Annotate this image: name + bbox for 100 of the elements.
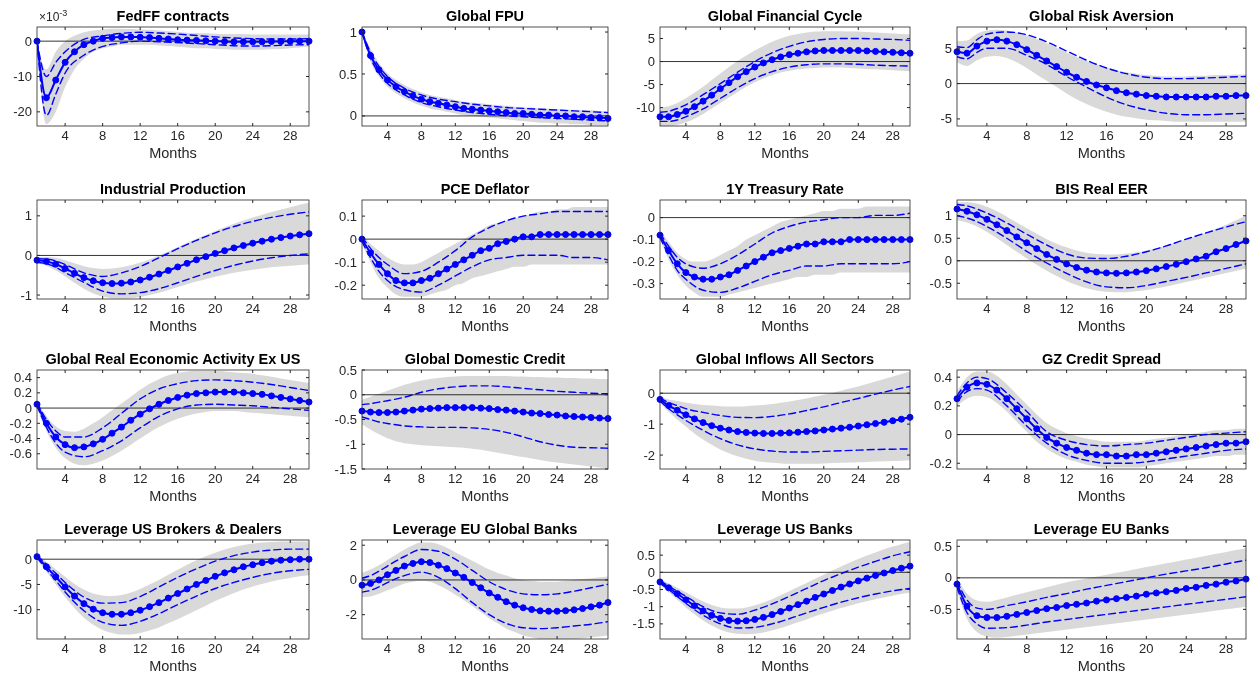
- x-tick-label: 4: [983, 471, 991, 486]
- x-tick-label: 12: [1059, 641, 1074, 656]
- x-tick-label: 16: [782, 128, 797, 143]
- x-axis-title: Months: [149, 145, 197, 161]
- chart-title: Leverage EU Banks: [1033, 521, 1170, 537]
- x-tick-label: 28: [283, 128, 298, 143]
- x-tick-label: 24: [549, 641, 565, 656]
- x-tick-label: 12: [448, 128, 463, 143]
- x-tick-label: 12: [1059, 301, 1074, 316]
- y-tick-label: -10: [636, 100, 655, 116]
- y-tick-label: 2: [349, 537, 357, 553]
- x-tick-label: 24: [245, 301, 260, 316]
- y-tick-label: 1: [24, 208, 32, 224]
- x-tick-label: 8: [99, 641, 107, 656]
- x-tick-label: 12: [132, 641, 148, 656]
- x-tick-label: 12: [448, 641, 463, 656]
- y-tick-label: -10: [13, 69, 32, 85]
- x-tick-label: 28: [283, 641, 298, 656]
- y-tick-label: 0: [349, 108, 357, 124]
- y-tick-label: 0: [349, 572, 357, 588]
- y-tick-label: -0.6: [9, 446, 32, 462]
- y-tick-label: -1: [345, 436, 357, 452]
- x-tick-label: 24: [1178, 301, 1194, 316]
- y-tick-label: -5: [643, 77, 655, 93]
- chart-title: BIS Real EER: [1055, 181, 1149, 197]
- y-tick-label: -1.5: [632, 616, 655, 632]
- y-tick-label: 0.2: [933, 398, 952, 414]
- y-tick-label: -1.5: [334, 461, 357, 477]
- x-tick-label: 12: [132, 471, 148, 486]
- x-tick-label: 28: [583, 301, 599, 316]
- x-tick-label: 24: [245, 128, 260, 143]
- x-tick-label: 16: [170, 641, 185, 656]
- x-axis-title: Months: [461, 145, 509, 161]
- y-tick-label: -5: [940, 111, 952, 127]
- chart-title: Global Domestic Credit: [404, 351, 566, 367]
- y-tick-label: -0.2: [9, 415, 32, 431]
- x-tick-label: 16: [1099, 128, 1114, 143]
- x-tick-label: 24: [1178, 641, 1194, 656]
- y-tick-label: -0.1: [632, 232, 655, 248]
- x-tick-label: 8: [716, 301, 724, 316]
- y-tick-label: -1: [643, 599, 655, 615]
- y-tick-label: 1: [944, 208, 952, 224]
- x-tick-label: 20: [1139, 128, 1154, 143]
- x-tick-label: 8: [417, 301, 425, 316]
- x-axis-title: Months: [149, 318, 197, 334]
- x-tick-label: 28: [1218, 641, 1234, 656]
- y-tick-label: -0.2: [632, 254, 655, 270]
- x-axis-title: Months: [761, 488, 809, 504]
- x-tick-label: 16: [482, 641, 497, 656]
- x-tick-label: 16: [782, 641, 797, 656]
- x-tick-label: 16: [482, 128, 497, 143]
- x-tick-label: 8: [1023, 641, 1031, 656]
- x-tick-label: 8: [1023, 128, 1031, 143]
- x-tick-label: 20: [515, 128, 531, 143]
- x-tick-label: 4: [61, 301, 69, 316]
- x-axis-title: Months: [761, 145, 809, 161]
- x-tick-label: 8: [716, 641, 724, 656]
- y-tick-label: 0: [24, 400, 32, 416]
- y-tick-label: 0.5: [338, 362, 357, 378]
- x-tick-label: 4: [383, 128, 392, 143]
- x-tick-label: 24: [549, 128, 565, 143]
- x-tick-label: 4: [983, 641, 991, 656]
- x-tick-label: 16: [782, 471, 797, 486]
- x-tick-label: 28: [1218, 301, 1234, 316]
- x-tick-label: 28: [583, 471, 599, 486]
- x-tick-label: 12: [747, 641, 763, 656]
- x-axis-title: Months: [1077, 658, 1126, 674]
- y-tick-label: 0.5: [933, 538, 952, 554]
- y-tick-label: -10: [13, 602, 32, 618]
- x-axis-title: Months: [1077, 488, 1126, 504]
- y-tick-label: 5: [944, 40, 952, 56]
- text: ×10$^{-3}$: [39, 8, 68, 24]
- y-tick-label: 0: [647, 564, 655, 580]
- y-tick-label: -0.3: [632, 276, 655, 292]
- y-tick-label: -5: [20, 577, 32, 592]
- y-tick-label: -0.2: [334, 277, 357, 293]
- y-tick-label: -0.5: [929, 275, 952, 291]
- x-tick-label: 8: [1023, 301, 1031, 316]
- y-tick-label: 0: [647, 385, 655, 401]
- x-tick-label: 16: [1099, 471, 1114, 486]
- x-tick-label: 12: [132, 301, 148, 316]
- y-tick-label: 0.4: [933, 369, 952, 385]
- chart-title: 1Y Treasury Rate: [726, 181, 844, 197]
- x-tick-label: 24: [245, 471, 260, 486]
- x-tick-label: 8: [99, 301, 107, 316]
- y-tick-label: -1: [643, 416, 655, 432]
- x-tick-label: 12: [132, 128, 148, 143]
- x-tick-label: 24: [851, 641, 866, 656]
- chart-title: Leverage US Banks: [717, 521, 853, 537]
- x-tick-label: 12: [448, 471, 463, 486]
- x-tick-label: 4: [383, 641, 392, 656]
- x-tick-label: 16: [170, 301, 185, 316]
- x-tick-label: 20: [207, 471, 223, 486]
- x-tick-label: 20: [1139, 301, 1154, 316]
- chart-title: Global Real Economic Activity Ex US: [45, 351, 301, 367]
- x-tick-label: 28: [1218, 128, 1234, 143]
- x-tick-label: 20: [816, 471, 832, 486]
- y-tick-label: 0: [944, 76, 952, 92]
- x-tick-label: 20: [515, 641, 531, 656]
- x-tick-label: 8: [716, 471, 724, 486]
